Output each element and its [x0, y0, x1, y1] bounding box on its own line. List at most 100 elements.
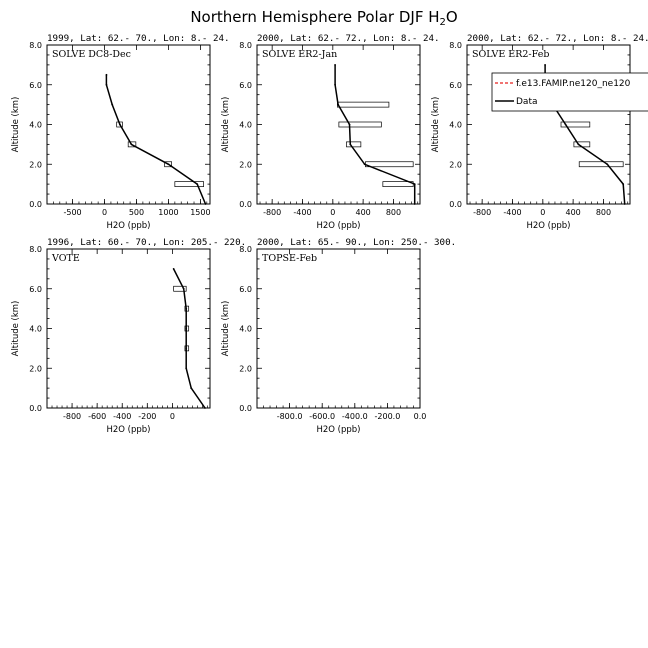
x-tick-label: -600 [88, 412, 106, 421]
legend-data-label: Data [516, 97, 538, 107]
uncertainty-box [346, 141, 362, 148]
x-tick-label: -600.0 [309, 412, 335, 421]
panel-label: SOLVE DC8-Dec [52, 49, 131, 60]
panel-header: 2000, Lat: 62.- 72., Lon: 8.- 24. [257, 33, 440, 44]
data-point [413, 203, 416, 205]
x-tick-label: -800 [263, 208, 281, 217]
x-axis-title: H2O (ppb) [316, 425, 360, 435]
legend-box [491, 72, 648, 112]
y-axis-title: Altitude (km) [431, 97, 441, 153]
x-tick-label: 0.0 [414, 412, 427, 421]
x-tick-label: 0 [170, 412, 175, 421]
data-line [172, 268, 206, 409]
uncertainty-box [164, 161, 172, 168]
data-point [185, 307, 188, 310]
uncertainty-box [338, 121, 382, 128]
data-point [105, 83, 108, 86]
data-point [172, 267, 175, 270]
data-point [363, 163, 366, 166]
data-point [348, 123, 351, 126]
panel-1: 1999, Lat: 62.- 70., Lon: 8.- 24. 0.0 2.0 4… [11, 33, 230, 231]
data-point [349, 143, 352, 146]
data-point [204, 203, 207, 205]
x-tick-label: 0 [102, 208, 107, 217]
panel-3: 2000, Lat: 62.- 72., Lon: 8.- 24. 0.0 2.0 4… [431, 33, 648, 231]
panel-4: 1996, Lat: 60.- 70., Lon: 205.- 220. 0.0 2… [11, 237, 246, 435]
data-point [167, 163, 170, 166]
figure-title-subscript: 2 [440, 17, 446, 28]
uncertainty-box [560, 121, 591, 128]
plot-frame [256, 44, 421, 205]
x-axis-title: H2O (ppb) [106, 221, 150, 231]
uncertainty-box [337, 101, 390, 108]
x-axis-title: H2O (ppb) [106, 425, 150, 435]
data-line [334, 64, 416, 204]
legend: f.e13.FAMIP.ne120_ne120 Data [491, 72, 648, 112]
data-point [185, 327, 188, 330]
y-tick-label: 0.0 [239, 200, 252, 209]
x-tick-label: 500 [129, 208, 144, 217]
y-tick-label: 4.0 [239, 325, 252, 334]
data-point [111, 103, 114, 106]
y-tick-label: 2.0 [29, 364, 42, 373]
uncertainty-box [173, 285, 187, 292]
y-tick-label: 6.0 [29, 81, 42, 90]
data-point [413, 183, 416, 186]
panel-2: 2000, Lat: 62.- 72., Lon: 8.- 24. 0.0 2.0 4… [221, 33, 440, 231]
data-point [182, 287, 185, 290]
y-tick-label: 6.0 [449, 81, 462, 90]
panel-5: 2000, Lat: 65.- 90., Lon: 250.- 300. 0.0 2… [221, 237, 456, 435]
y-tick-label: 0.0 [239, 404, 252, 413]
data-point [105, 73, 108, 76]
x-tick-label: 400 [355, 208, 370, 217]
figure-title-tail: O [446, 8, 458, 26]
x-tick-label: -200 [138, 412, 156, 421]
y-tick-label: 8.0 [29, 245, 42, 254]
uncertainty-box [127, 141, 137, 148]
y-tick-label: 6.0 [239, 81, 252, 90]
x-tick-label: -500 [63, 208, 81, 217]
y-tick-label: 0.0 [449, 200, 462, 209]
y-axis-title: Altitude (km) [11, 301, 21, 357]
data-point [544, 63, 546, 66]
x-tick-label: -800 [63, 412, 81, 421]
y-tick-label: 6.0 [29, 285, 42, 294]
panel-label: SOLVE ER2-Jan [262, 49, 337, 60]
data-point [130, 143, 133, 146]
figure-title-main: Northern Hemisphere Polar DJF H [190, 8, 439, 26]
y-tick-label: 8.0 [29, 41, 42, 50]
y-tick-label: 2.0 [29, 160, 42, 169]
panel-label: VOTE [51, 253, 80, 264]
data-point [118, 123, 121, 126]
panel-header: 2000, Lat: 65.- 90., Lon: 250.- 300. [257, 237, 456, 248]
data-point [190, 387, 193, 390]
x-tick-label: 0 [540, 208, 545, 217]
x-axis-title: H2O (ppb) [526, 221, 570, 231]
legend-model-label: f.e13.FAMIP.ne120_ne120 [516, 79, 631, 89]
x-tick-label: -200.0 [375, 412, 401, 421]
data-line [105, 74, 207, 205]
x-tick-label: -800.0 [277, 412, 303, 421]
y-tick-label: 4.0 [239, 121, 252, 130]
x-tick-label: 800 [386, 208, 401, 217]
uncertainty-box [365, 161, 414, 168]
uncertainty-box [578, 161, 624, 168]
x-tick-label: -400 [293, 208, 311, 217]
data-point [623, 203, 626, 205]
x-tick-label: 0 [330, 208, 335, 217]
y-axis-title: Altitude (km) [11, 97, 21, 153]
y-tick-label: 0.0 [29, 404, 42, 413]
y-tick-label: 2.0 [449, 160, 462, 169]
x-tick-label: 1500 [190, 208, 210, 217]
data-point [334, 83, 336, 86]
figure-title: Northern Hemisphere Polar DJF H2O [190, 8, 457, 28]
panel-header: 1999, Lat: 62.- 70., Lon: 8.- 24. [47, 33, 230, 44]
y-tick-label: 4.0 [29, 121, 42, 130]
y-axis-title: Altitude (km) [221, 301, 231, 357]
x-tick-label: -400.0 [342, 412, 368, 421]
y-tick-label: 2.0 [239, 364, 252, 373]
x-tick-label: -800 [473, 208, 491, 217]
panel-label: SOLVE ER2-Feb [472, 49, 549, 60]
y-axis-title: Altitude (km) [221, 97, 231, 153]
